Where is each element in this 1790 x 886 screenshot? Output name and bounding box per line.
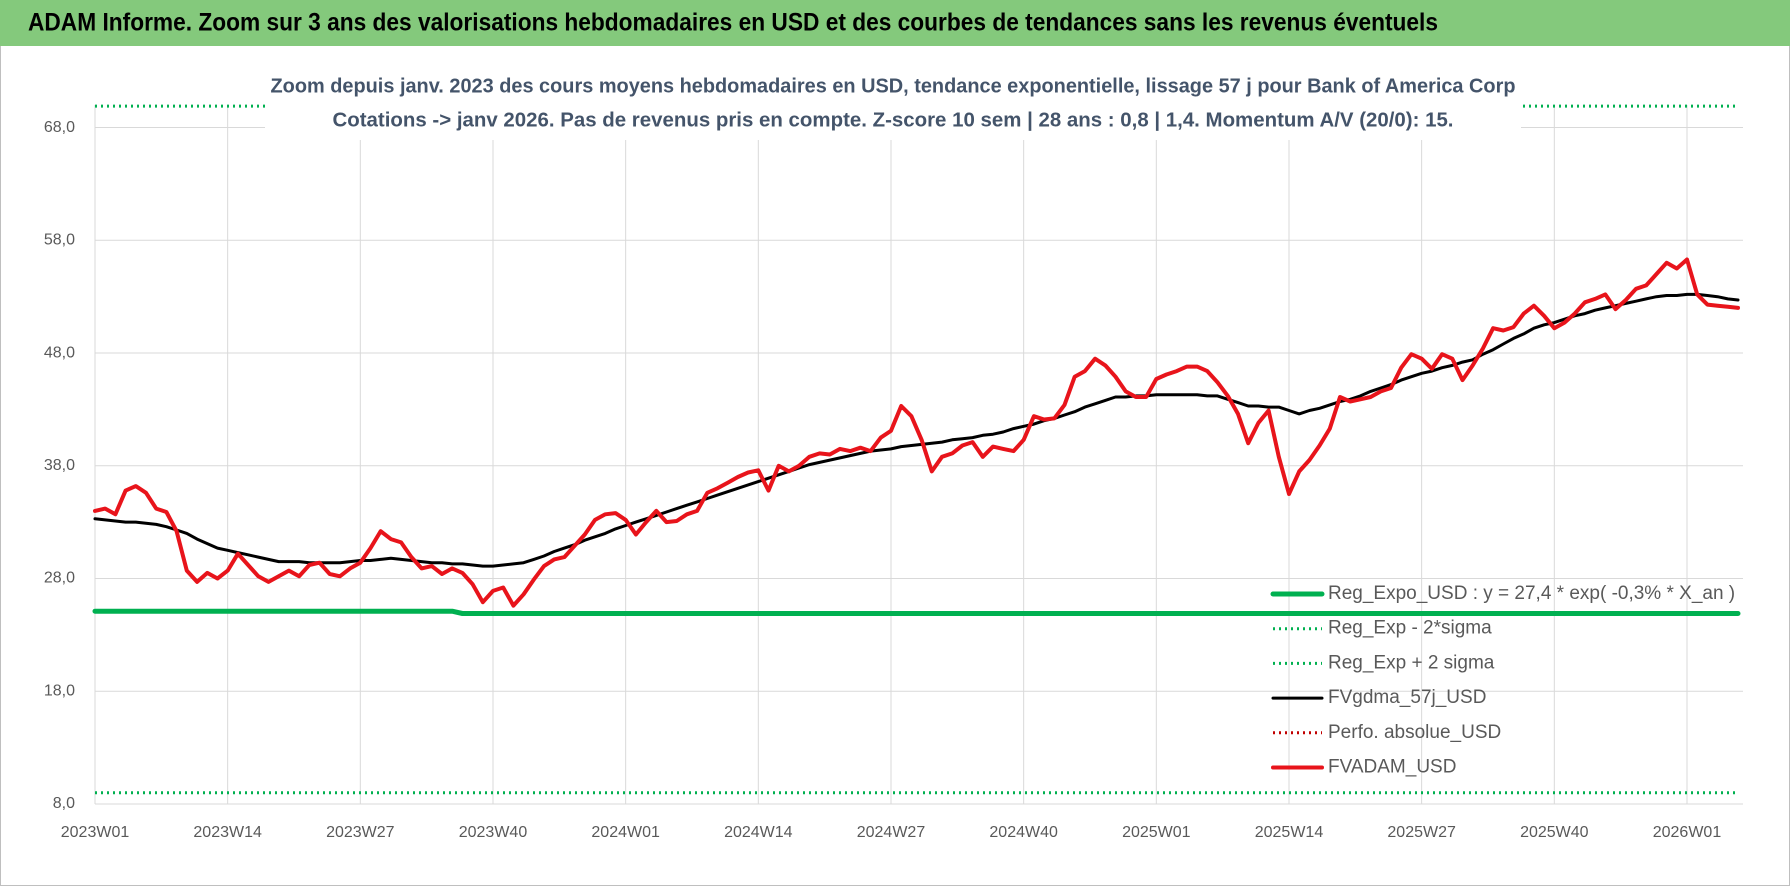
x-tick-label: 2025W27 xyxy=(1387,824,1456,841)
y-tick-label: 38,0 xyxy=(44,457,75,474)
x-tick-label: 2023W40 xyxy=(459,824,528,841)
x-tick-label: 2025W40 xyxy=(1520,824,1589,841)
x-tick-label: 2025W14 xyxy=(1255,824,1324,841)
legend-label: Reg_Exp - 2*sigma xyxy=(1328,618,1492,639)
x-tick-label: 2023W27 xyxy=(326,824,395,841)
y-tick-label: 8,0 xyxy=(53,795,75,812)
header-bar xyxy=(0,0,1790,46)
plot-area: 8,0 18,0 28,0 38,0 48,0 58,0 68,0 2023W01 2023W1… xyxy=(44,104,1743,841)
series-line xyxy=(93,292,1740,568)
legend-label: FVgdma_57j_USD xyxy=(1328,687,1486,708)
legend: Reg_Expo_USD : y = 27,4 * exp( -0,3% * X… xyxy=(1270,583,1735,778)
x-tick-label: 2023W14 xyxy=(193,824,262,841)
chart-title: ADAM Informe. Zoom sur 3 ans des valoris… xyxy=(28,9,1438,37)
y-tick-label: 18,0 xyxy=(44,682,75,699)
subtitle-line: Cotations -> janv 2026. Pas de revenus p… xyxy=(333,109,1454,131)
y-tick-label: 58,0 xyxy=(44,232,75,249)
legend-label: Reg_Exp + 2 sigma xyxy=(1328,652,1495,673)
x-tick-label: 2023W01 xyxy=(61,824,130,841)
x-tick-label: 2025W01 xyxy=(1122,824,1191,841)
y-tick-label: 28,0 xyxy=(44,570,75,587)
y-tick-label: 48,0 xyxy=(44,344,75,361)
series-line xyxy=(92,608,1741,616)
subtitle-box xyxy=(265,68,1521,140)
y-tick-label: 68,0 xyxy=(44,119,75,136)
legend-label: Reg_Expo_USD : y = 27,4 * exp( -0,3% * X… xyxy=(1328,583,1735,604)
legend-label: FVADAM_USD xyxy=(1328,757,1456,778)
x-tick-label: 2024W40 xyxy=(989,824,1058,841)
x-tick-label: 2026W01 xyxy=(1653,824,1722,841)
x-tick-label: 2024W01 xyxy=(591,824,660,841)
x-tick-label: 2024W27 xyxy=(857,824,926,841)
legend-label: Perfo. absolue_USD xyxy=(1328,722,1501,743)
subtitle-line: Zoom depuis janv. 2023 des cours moyens … xyxy=(271,75,1516,97)
series-line xyxy=(93,257,1740,608)
x-tick-label: 2024W14 xyxy=(724,824,793,841)
